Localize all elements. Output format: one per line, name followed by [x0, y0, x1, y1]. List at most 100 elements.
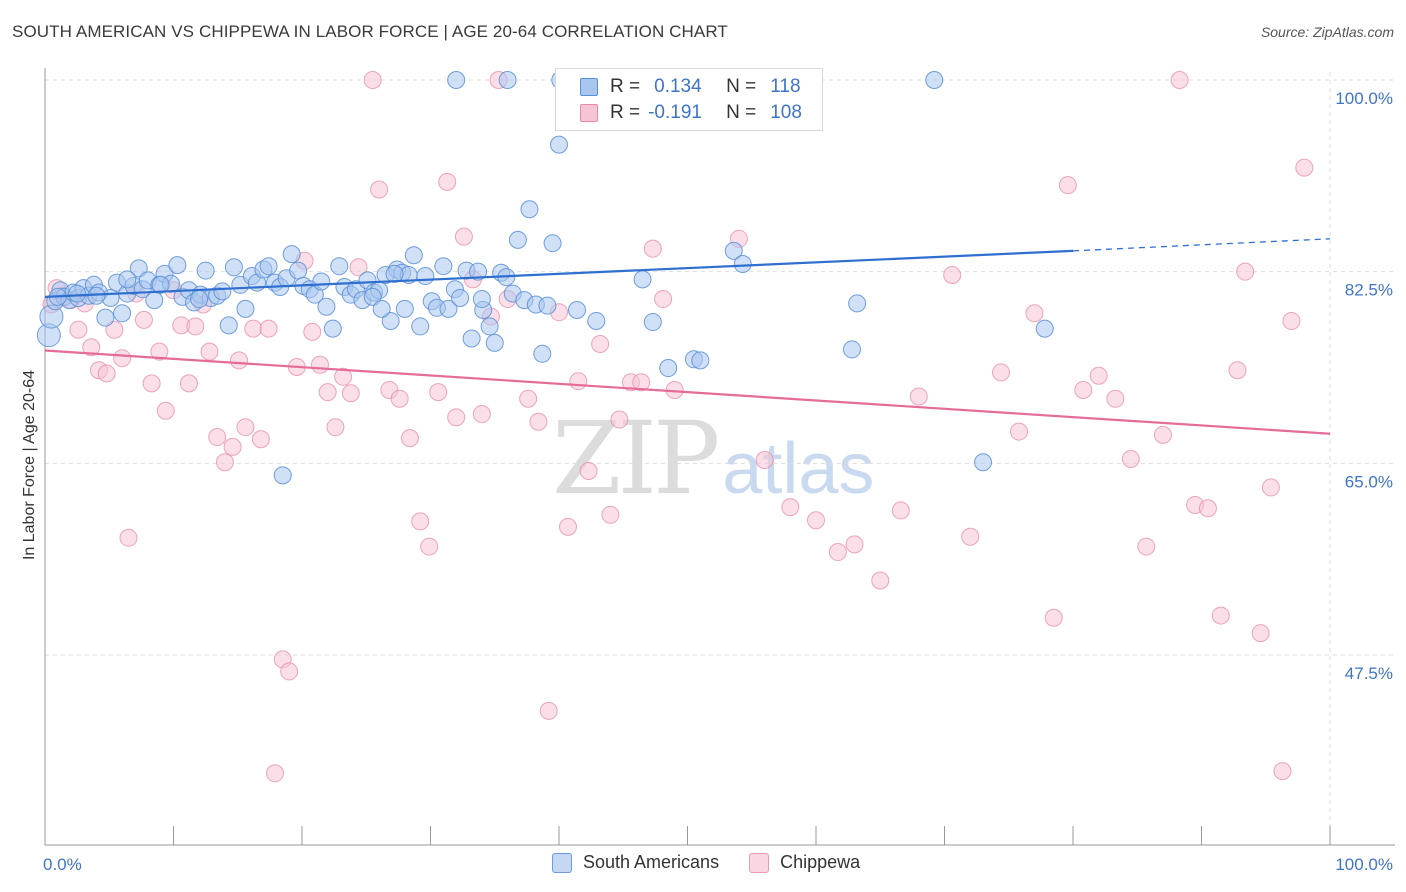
- chippewa-point: [310, 355, 329, 374]
- chippewa-point: [519, 389, 538, 408]
- chippewa-point: [1106, 389, 1125, 408]
- chippewa-point: [569, 372, 588, 391]
- south-americans-point: [472, 290, 491, 309]
- south-americans-point: [659, 359, 678, 378]
- watermark-atlas: atlas: [722, 429, 875, 509]
- south-americans-point: [323, 319, 342, 338]
- chippewa-point: [610, 410, 629, 429]
- chippewa-points: [42, 71, 1314, 783]
- chippewa-point: [643, 239, 662, 258]
- legend-item-south-americans[interactable]: South Americans: [552, 852, 719, 873]
- chippewa-trend-line: [44, 349, 1331, 435]
- chippewa-point: [1058, 176, 1077, 195]
- chippewa-point: [134, 310, 153, 329]
- south-americans-point: [381, 311, 400, 330]
- chippewa-point: [200, 342, 219, 361]
- south-americans-point: [434, 257, 453, 276]
- south-americans-point: [273, 466, 292, 485]
- south-americans-point: [219, 316, 238, 335]
- trend-lines: [44, 238, 1331, 435]
- south-americans-point: [113, 304, 132, 323]
- south-americans-trend-line: [44, 249, 1074, 298]
- chippewa-point: [992, 363, 1011, 382]
- chippewa-point: [1261, 478, 1280, 497]
- south-americans-point: [312, 272, 331, 291]
- chippewa-point: [186, 317, 205, 336]
- chippewa-point: [454, 227, 473, 246]
- south-americans-point: [411, 317, 430, 336]
- chippewa-point: [236, 418, 255, 437]
- chippewa-point: [334, 367, 353, 386]
- n-label: N =: [726, 102, 757, 123]
- south-americans-point: [385, 264, 404, 283]
- south-americans-point: [129, 259, 148, 278]
- south-americans-point: [259, 257, 278, 276]
- chippewa-point: [259, 319, 278, 338]
- axes: [44, 68, 1395, 846]
- south-americans-point: [447, 71, 466, 89]
- chippewa-point: [591, 334, 610, 353]
- chippewa-point: [303, 322, 322, 341]
- south-americans-point: [842, 340, 861, 359]
- tick-labels: 47.5% 65.0% 82.5% 100.0% 0.0% 100.0%: [43, 89, 1393, 874]
- chippewa-point: [208, 428, 227, 447]
- south-americans-points: [36, 71, 1054, 485]
- chippewa-point: [119, 528, 138, 547]
- south-americans-point: [118, 270, 137, 289]
- series-legend: South Americans Chippewa: [552, 852, 890, 873]
- chippewa-point: [251, 430, 270, 449]
- chippewa-point: [539, 701, 558, 720]
- chippewa-point: [845, 535, 864, 554]
- south-americans-trend-extension: [1072, 238, 1331, 252]
- chippewa-point: [529, 412, 548, 431]
- y-tick-label: 47.5%: [1345, 664, 1393, 683]
- chippewa-point: [105, 320, 124, 339]
- chippewa-point: [280, 662, 299, 681]
- chippewa-point: [961, 527, 980, 546]
- chippewa-point: [1251, 624, 1270, 643]
- chippewa-point: [318, 383, 337, 402]
- south-americans-point: [289, 261, 308, 280]
- x-tick-label: 0.0%: [43, 855, 82, 874]
- south-americans-point: [550, 135, 568, 154]
- south-americans-point: [1035, 319, 1054, 338]
- chart-title: SOUTH AMERICAN VS CHIPPEWA IN LABOR FORC…: [12, 22, 728, 41]
- south-americans-point: [543, 234, 562, 253]
- y-tick-label: 65.0%: [1345, 472, 1393, 491]
- chippewa-swatch: [580, 104, 598, 122]
- chippewa-point: [1198, 499, 1217, 518]
- south-americans-point: [848, 294, 867, 313]
- chippewa-point: [150, 342, 169, 361]
- r-value: 0.134: [654, 76, 702, 97]
- south-americans-point: [485, 333, 504, 352]
- chippewa-point: [1153, 425, 1172, 444]
- n-value: 118: [770, 76, 801, 97]
- south-americans-point: [96, 308, 115, 327]
- south-americans-point: [691, 351, 710, 370]
- source-label: Source: ZipAtlas.com: [1260, 24, 1394, 40]
- n-label: N =: [726, 76, 757, 97]
- chippewa-point: [1228, 361, 1247, 380]
- south-americans-point: [213, 282, 232, 301]
- watermark: ZIPatlas: [552, 400, 874, 517]
- legend-label: Chippewa: [780, 852, 861, 872]
- chippewa-point: [411, 512, 430, 531]
- south-americans-point: [533, 344, 552, 363]
- x-tick-label: 100.0%: [1335, 855, 1393, 874]
- south-americans-point: [469, 262, 488, 281]
- chippewa-point: [142, 374, 161, 393]
- legend-item-chippewa[interactable]: Chippewa: [749, 852, 860, 873]
- south-americans-point: [224, 258, 243, 277]
- south-americans-point: [236, 299, 255, 318]
- r-label: R =: [610, 76, 641, 97]
- south-americans-point: [480, 317, 499, 336]
- south-americans-point: [363, 287, 382, 306]
- south-americans-point: [498, 71, 517, 89]
- south-americans-point: [462, 329, 481, 348]
- chippewa-point: [400, 429, 419, 448]
- south-americans-point: [168, 256, 187, 275]
- chippewa-point: [1273, 762, 1292, 781]
- south-americans-point: [520, 200, 539, 219]
- chippewa-point: [244, 319, 263, 338]
